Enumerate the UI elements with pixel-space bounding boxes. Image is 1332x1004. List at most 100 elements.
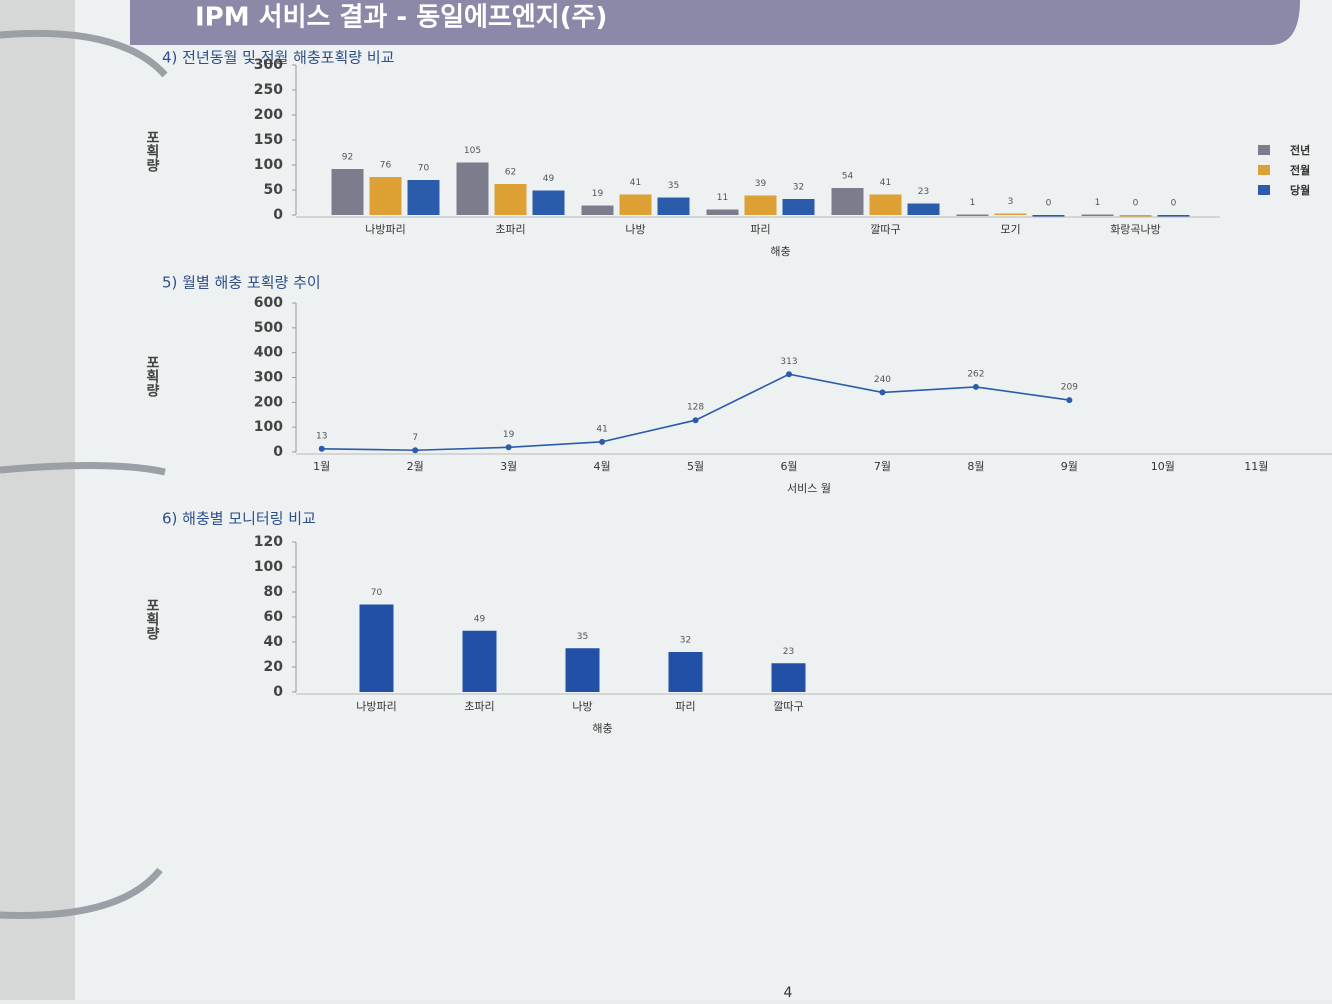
value-label: 105 <box>464 146 481 156</box>
value-label: 92 <box>342 153 353 163</box>
point <box>412 447 419 454</box>
point <box>505 444 512 451</box>
legend-swatch <box>1258 185 1270 195</box>
value-label: 76 <box>380 161 392 171</box>
x-tick-label: 파리 <box>750 223 770 236</box>
bar <box>407 180 440 215</box>
legend-label: 당월 <box>1290 183 1310 197</box>
value-label: 23 <box>783 647 794 657</box>
bar <box>956 214 989 216</box>
y-tick-label: 200 <box>254 107 283 123</box>
bar <box>359 604 394 692</box>
y-tick-label: 100 <box>254 157 283 173</box>
bar <box>369 177 402 215</box>
x-tick-label: 7월 <box>874 460 891 473</box>
value-label: 41 <box>880 178 891 188</box>
point <box>1066 397 1073 404</box>
bar <box>744 195 777 215</box>
bar <box>1081 214 1114 216</box>
chart-title: 5) 월별 해충 포획량 추이 <box>162 274 321 292</box>
value-label: 62 <box>505 168 516 178</box>
bar <box>619 194 652 215</box>
value-label: 128 <box>687 403 704 413</box>
x-tick-label: 나방파리 <box>356 700 396 713</box>
value-label: 35 <box>577 632 588 642</box>
y-tick-label: 60 <box>264 609 284 625</box>
x-tick-label: 1월 <box>313 460 330 473</box>
point <box>318 445 325 452</box>
bar <box>1119 215 1152 217</box>
x-tick-label: 6월 <box>780 460 797 473</box>
x-tick-label: 10월 <box>1151 460 1175 473</box>
legend-label: 전월 <box>1290 163 1310 177</box>
bar <box>668 652 703 692</box>
y-tick-label: 150 <box>254 132 283 148</box>
page-number: 4 <box>784 985 793 1000</box>
x-tick-label: 깔따구 <box>870 222 900 236</box>
value-label: 54 <box>842 172 854 182</box>
bar <box>869 194 902 215</box>
header-title: IPM 서비스 결과 - 동일에프엔지(주) <box>195 3 607 33</box>
y-tick-label: 0 <box>273 207 283 223</box>
bar <box>456 162 489 215</box>
x-tick-label: 초파리 <box>464 700 494 713</box>
x-tick-label: 9월 <box>1061 460 1078 473</box>
bar <box>657 197 690 215</box>
bar <box>565 648 600 692</box>
bar <box>907 203 940 215</box>
value-label: 1 <box>970 198 976 208</box>
x-tick-label: 깔따구 <box>773 699 803 713</box>
binder-rings <box>0 29 168 919</box>
value-label: 0 <box>1171 199 1177 209</box>
y-tick-label: 100 <box>254 419 283 435</box>
x-axis-label: 해충 <box>770 244 790 258</box>
y-tick-label: 20 <box>264 659 284 675</box>
bar <box>831 188 864 215</box>
value-label: 240 <box>874 375 891 385</box>
value-label: 313 <box>780 357 797 367</box>
x-tick-label: 나방 <box>625 223 645 236</box>
x-tick-label: 2월 <box>407 460 424 473</box>
bar <box>706 209 739 215</box>
value-label: 3 <box>1008 197 1014 207</box>
bar <box>462 630 497 692</box>
bar <box>532 190 565 215</box>
point <box>879 389 886 396</box>
point <box>692 417 699 424</box>
x-tick-label: 8월 <box>967 460 984 473</box>
x-axis-label: 해충 <box>592 721 612 735</box>
y-tick-label: 100 <box>254 559 283 575</box>
value-label: 19 <box>592 189 604 199</box>
y-tick-label: 200 <box>254 394 283 410</box>
bar <box>782 199 815 215</box>
legend-swatch <box>1258 165 1270 175</box>
value-label: 32 <box>680 636 691 646</box>
value-label: 1 <box>1095 198 1101 208</box>
chart-title: 4) 전년동월 및 전월 해충포획량 비교 <box>162 49 394 67</box>
y-tick-label: 0 <box>273 444 283 460</box>
y-tick-label: 40 <box>264 634 284 650</box>
x-tick-label: 3월 <box>500 460 517 473</box>
value-label: 41 <box>630 178 641 188</box>
bar <box>994 213 1027 215</box>
bar <box>494 184 527 215</box>
x-tick-label: 11월 <box>1244 460 1268 473</box>
paper <box>60 0 1332 1000</box>
x-tick-label: 4월 <box>594 460 611 473</box>
value-label: 0 <box>1133 199 1139 209</box>
y-axis-label: 포획량 <box>144 355 160 398</box>
point <box>972 383 979 390</box>
x-tick-label: 모기 <box>1000 223 1020 236</box>
value-label: 262 <box>967 369 984 379</box>
y-tick-label: 120 <box>254 534 283 550</box>
x-tick-label: 파리 <box>675 700 695 713</box>
y-tick-label: 0 <box>273 684 283 700</box>
y-tick-label: 250 <box>254 82 283 98</box>
bar <box>331 169 364 215</box>
y-tick-label: 500 <box>254 320 283 336</box>
value-label: 39 <box>755 179 767 189</box>
point <box>786 371 792 378</box>
y-axis-label: 포획량 <box>144 598 160 641</box>
x-tick-label: 화랑곡나방 <box>1110 223 1161 236</box>
